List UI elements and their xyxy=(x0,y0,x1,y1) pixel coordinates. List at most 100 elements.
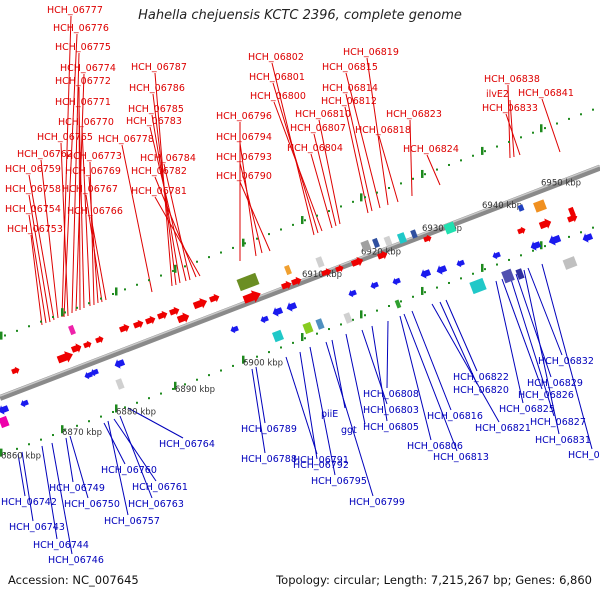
reverse-connector-line xyxy=(541,263,593,450)
reverse-gene-arrow xyxy=(370,281,379,290)
forward-connector-line xyxy=(28,174,55,321)
reverse-connector-line xyxy=(69,435,89,499)
forward-scale-dot xyxy=(412,177,414,180)
reverse-gene-label: HCH_06813 xyxy=(433,452,489,463)
forward-gene-label: HCH_06778 xyxy=(98,134,154,145)
reverse-gene-label: HCH_06761 xyxy=(132,482,188,493)
reverse-gene-label: piiE xyxy=(321,409,338,420)
scale-tick-label: 6910 kbp xyxy=(302,270,342,280)
reverse-gene-label: HCH_06799 xyxy=(349,497,405,508)
scale-tick-label: 6930 kbp xyxy=(422,224,462,234)
forward-gene-arrow xyxy=(567,213,578,223)
reverse-gene-arrow xyxy=(456,259,465,268)
reverse-connector-line xyxy=(515,273,552,378)
forward-connector-line xyxy=(28,214,47,324)
forward-scale-dot xyxy=(484,150,486,153)
forward-gene-label: HCH_06818 xyxy=(355,125,411,136)
forward-scale-dot xyxy=(472,154,474,157)
forward-scale-dot xyxy=(4,334,6,337)
forward-scale-dot xyxy=(160,274,162,277)
reverse-connector-line xyxy=(309,346,336,476)
forward-connector-line xyxy=(154,196,201,277)
reverse-connector-line xyxy=(127,407,184,439)
reverse-gene-label: HCH_06792 xyxy=(293,460,349,471)
scale-tick-label: 6880 kbp xyxy=(116,407,156,417)
forward-connector-line xyxy=(154,176,197,278)
reverse-gene-label: HCH_06822 xyxy=(453,372,509,383)
forward-gene-label: HCH_06759 xyxy=(5,164,61,175)
forward-connector-line xyxy=(61,15,72,318)
reverse-gene-label: HCH_06805 xyxy=(363,422,419,433)
forward-scale-dot xyxy=(532,131,534,134)
forward-gene-label: HCH_06812 xyxy=(321,96,377,107)
forward-scale-dot xyxy=(184,265,186,268)
forward-gene-label: HCH_06781 xyxy=(131,186,187,197)
reverse-gene-label: HCH_06816 xyxy=(427,411,483,422)
forward-connector-line xyxy=(273,101,323,232)
forward-scale-dot xyxy=(172,269,174,272)
forward-gene-arrow xyxy=(83,340,92,349)
reverse-connector-line xyxy=(386,320,389,389)
scale-major-tick xyxy=(61,425,64,434)
reverse-scale-dot xyxy=(172,387,174,390)
map-title: Hahella chejuensis KCTC 2396, complete g… xyxy=(138,8,462,23)
forward-gene-label: HCH_06784 xyxy=(140,153,196,164)
scale-tick-label: 6950 kbp xyxy=(541,178,581,188)
scale-major-tick xyxy=(0,331,3,340)
forward-gene-box xyxy=(517,204,525,212)
forward-gene-label: HCH_06814 xyxy=(322,83,378,94)
reverse-gene-box xyxy=(272,329,284,343)
forward-gene-label: HCH_06776 xyxy=(53,23,109,34)
reverse-gene-label: ggt xyxy=(341,425,357,436)
reverse-gene-arrow xyxy=(530,241,542,251)
reverse-gene-label: HCH_06826 xyxy=(518,390,574,401)
reverse-gene-label: HCH_06743 xyxy=(9,522,65,533)
reverse-gene-box xyxy=(343,312,353,324)
reverse-connector-line xyxy=(431,303,500,423)
forward-gene-box xyxy=(360,239,372,253)
scale-tick-label: 6900 kbp xyxy=(243,359,283,369)
reverse-scale-dot xyxy=(64,429,66,432)
reverse-gene-arrow xyxy=(492,251,501,260)
scale-major-tick xyxy=(242,238,245,247)
genome-backbone-line xyxy=(0,164,600,401)
reverse-connector-line xyxy=(17,453,26,497)
reverse-connector-line xyxy=(501,278,543,390)
reverse-scale-dot xyxy=(160,392,162,395)
forward-scale-dot xyxy=(580,113,582,116)
forward-gene-arrow xyxy=(538,218,552,230)
forward-gene-arrow xyxy=(423,234,432,243)
reverse-scale-dot xyxy=(496,263,498,266)
scale-major-tick xyxy=(540,241,543,250)
scale-major-tick xyxy=(301,333,304,342)
forward-scale-dot xyxy=(496,145,498,148)
forward-gene-label: HCH_06815 xyxy=(322,62,378,73)
reverse-connector-line xyxy=(119,415,153,499)
reverse-gene-arrow xyxy=(348,289,357,298)
forward-gene-label: HCH_06766 xyxy=(67,206,123,217)
reverse-scale-dot xyxy=(184,383,186,386)
forward-connector-line xyxy=(345,93,373,212)
reverse-connector-line xyxy=(103,422,126,465)
reverse-connector-line xyxy=(299,351,318,460)
reverse-scale-dot xyxy=(112,410,114,413)
forward-gene-box xyxy=(236,272,260,292)
forward-scale-dot xyxy=(256,237,258,240)
forward-gene-arrow xyxy=(145,315,156,325)
scale-major-tick xyxy=(115,287,118,296)
reverse-gene-arrow xyxy=(260,315,269,324)
reverse-scale-dot xyxy=(448,281,450,284)
forward-scale-dot xyxy=(148,279,150,282)
scale-tick-label: 6890 kbp xyxy=(175,385,215,395)
reverse-scale-dot xyxy=(196,378,198,381)
forward-connector-line xyxy=(409,119,413,197)
scale-major-tick xyxy=(540,124,543,133)
scale-tick-label: 6940 kbp xyxy=(482,201,522,211)
forward-connector-line xyxy=(78,107,85,309)
reverse-connector-line xyxy=(21,451,34,522)
forward-scale-dot xyxy=(196,260,198,263)
reverse-scale-dot xyxy=(316,332,318,335)
forward-scale-dot xyxy=(340,205,342,208)
forward-connector-line xyxy=(313,133,337,227)
